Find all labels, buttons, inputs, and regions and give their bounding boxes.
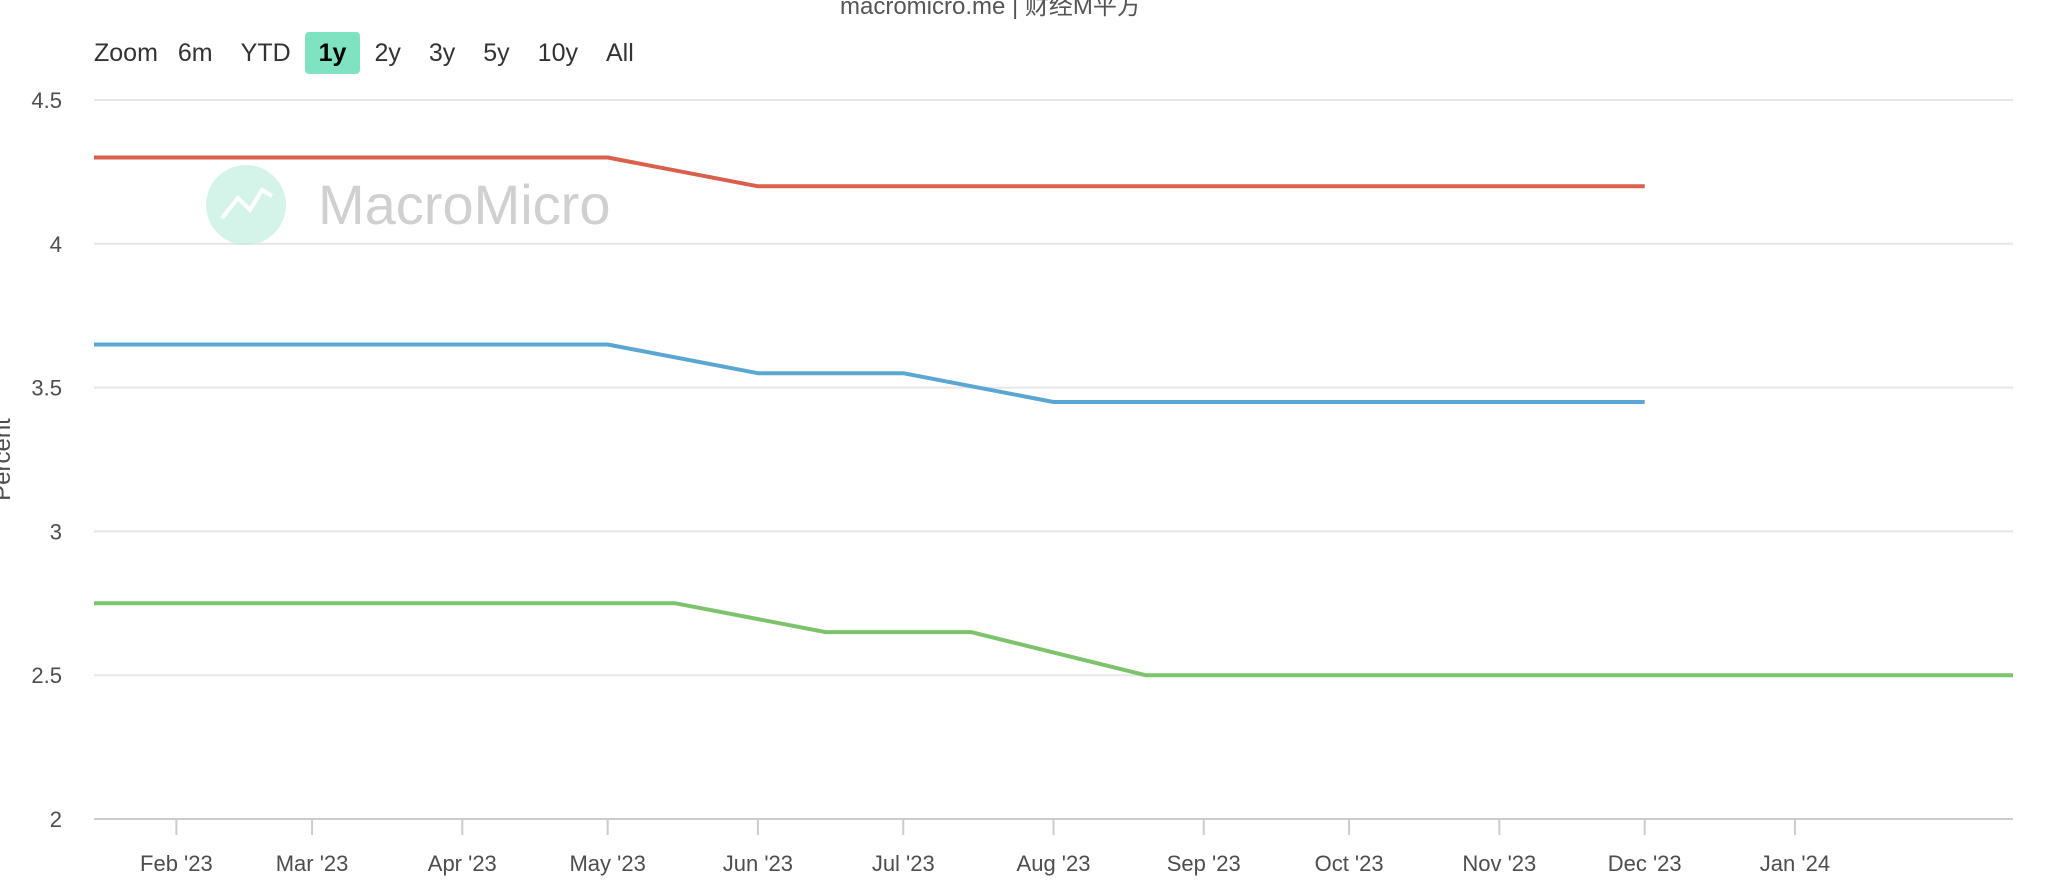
zoom-10y-button[interactable]: 10y [537, 39, 578, 67]
y-tick-label: 4.5 [31, 88, 62, 113]
page-title: macromicro.me | 财经M平方 [840, 0, 1141, 20]
series-lines [94, 155, 2013, 678]
zoom-5y-button[interactable]: 5y [483, 39, 510, 67]
series-line-1[interactable] [94, 155, 1645, 189]
series-line-3[interactable] [94, 601, 2013, 678]
x-tick-label: Aug '23 [1017, 851, 1091, 876]
watermark-text: MacroMicro [318, 173, 610, 236]
logo-chart-icon [220, 187, 274, 220]
zoom-label: Zoom [94, 38, 158, 67]
x-tick-label: Mar '23 [276, 851, 349, 876]
y-tick-label: 2 [50, 807, 62, 832]
x-tick-label: May '23 [569, 851, 645, 876]
x-tick-label: Jan '24 [1760, 851, 1830, 876]
y-tick-label: 3 [50, 519, 62, 544]
zoom-3y-button[interactable]: 3y [428, 39, 456, 67]
x-tick-label: Feb '23 [140, 851, 213, 876]
x-tick-label: Nov '23 [1462, 851, 1536, 876]
y-tick-label: 3.5 [31, 376, 62, 401]
zoom-all-button[interactable]: All [605, 39, 634, 67]
zoom-1y-button[interactable]: 1y [304, 32, 361, 74]
x-tick-label: Jul '23 [872, 851, 935, 876]
x-tick-label: Oct '23 [1315, 851, 1384, 876]
x-tick-label: Apr '23 [428, 851, 497, 876]
y-axis-label: Percent [0, 418, 16, 501]
zoom-2y-button[interactable]: 2y [374, 39, 401, 67]
y-axis: 2 2.5 3 3.5 4 4.5 [31, 88, 62, 832]
x-tick-label: Jun '23 [723, 851, 793, 876]
y-tick-label: 4 [50, 232, 62, 257]
x-tick-label: Dec '23 [1608, 851, 1682, 876]
x-axis: Feb '23 Mar '23 Apr '23 May '23 Jun '23 Jul '… [140, 819, 1830, 876]
series-line-2[interactable] [94, 342, 1645, 404]
zoom-ytd-button[interactable]: YTD [240, 39, 291, 67]
x-tick-label: Sep '23 [1167, 851, 1241, 876]
zoom-6m-button[interactable]: 6m [177, 39, 213, 67]
y-tick-label: 2.5 [31, 663, 62, 688]
watermark: MacroMicro [206, 165, 610, 245]
range-selector: Zoom 6m YTD 1y 2y 3y 5y 10y All [94, 30, 648, 76]
